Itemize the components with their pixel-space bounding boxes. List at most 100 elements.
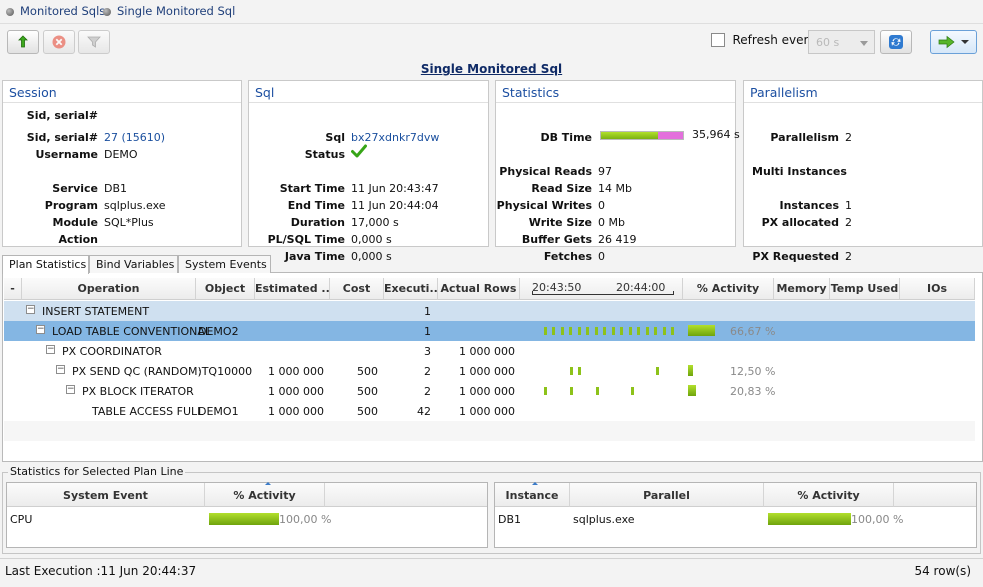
tab-plan-statistics[interactable]: Plan Statistics <box>2 255 89 274</box>
column-header-system-event[interactable]: System Event <box>7 483 205 507</box>
timeline-start-label: 20:43:50 <box>532 281 582 294</box>
refresh-every-control[interactable]: Refresh every <box>711 33 816 47</box>
cancel-button[interactable] <box>43 30 75 54</box>
instance-cell: DB1 <box>498 513 522 526</box>
read-size-value: 14 Mb <box>598 182 632 195</box>
parallel-cell: sqlplus.exe <box>573 513 635 526</box>
statistics-panel-title: Statistics <box>496 81 735 103</box>
table-row[interactable]: − PX BLOCK ITERATOR 1 000 000 500 2 1 00… <box>4 381 975 401</box>
cancel-icon <box>52 35 66 49</box>
collapse-all-header[interactable]: - <box>4 278 22 300</box>
activity-bar <box>688 365 693 376</box>
collapse-toggle-icon[interactable]: − <box>26 304 35 314</box>
column-header-actual-rows[interactable]: Actual Rows <box>438 278 520 300</box>
module-value: SQL*Plus <box>104 216 154 229</box>
table-row[interactable]: TABLE ACCESS FULL DEMO1 1 000 000 500 42… <box>4 401 975 421</box>
collapse-toggle-icon[interactable]: − <box>36 324 45 334</box>
username-label: Username <box>35 148 98 161</box>
collapse-toggle-icon[interactable]: − <box>56 364 65 374</box>
table-row[interactable]: − PX COORDINATOR 3 1 000 000 <box>4 341 975 361</box>
collapse-toggle-icon[interactable]: − <box>66 384 75 394</box>
parallelism-label: Parallelism <box>770 131 839 144</box>
timeline-tick <box>673 291 674 295</box>
operation-cell: PX COORDINATOR <box>62 345 162 358</box>
status-bar: Last Execution :11 Jun 20:44:37 54 row(s… <box>0 558 983 587</box>
column-header-memory[interactable]: Memory <box>774 278 830 300</box>
column-header-instance[interactable]: Instance <box>495 482 570 507</box>
instance-activity-bar <box>768 513 851 525</box>
read-size-label: Read Size <box>531 182 592 195</box>
actual-rows-cell: 1 000 000 <box>459 365 515 378</box>
status-done-icon <box>351 144 367 161</box>
refresh-label: Refresh every <box>732 33 816 47</box>
physical-writes-label: Physical Writes <box>496 199 592 212</box>
operation-cell: LOAD TABLE CONVENTIONAL <box>52 325 211 338</box>
sid-label: Sid, serial# <box>26 109 98 122</box>
module-label: Module <box>52 216 98 229</box>
table-row[interactable]: − INSERT STATEMENT 1 <box>4 301 975 321</box>
breadcrumb: Monitored Sqls Single Monitored Sql <box>0 0 983 24</box>
plsql-time-label: PL/SQL Time <box>267 233 345 246</box>
refresh-button[interactable] <box>880 30 912 54</box>
column-header-parallel[interactable]: Parallel <box>570 483 764 507</box>
filter-button[interactable] <box>78 30 110 54</box>
column-header-activity[interactable]: % Activity <box>683 278 774 300</box>
table-row[interactable]: − PX SEND QC (RANDOM) :TQ10000 1 000 000… <box>4 361 975 381</box>
sql-panel: Sql Sql bx27xdnkr7dvw Status Start Time … <box>248 80 489 263</box>
chevron-down-icon <box>961 40 969 44</box>
actual-rows-cell: 1 000 000 <box>459 405 515 418</box>
column-header-instance-activity[interactable]: % Activity <box>764 483 894 507</box>
physical-reads-label: Physical Reads <box>499 165 592 178</box>
estimated-cell: 1 000 000 <box>268 365 324 378</box>
end-time-value: 11 Jun 20:44:04 <box>351 199 439 212</box>
bullet-icon <box>6 8 14 16</box>
write-size-value: 0 Mb <box>598 216 625 229</box>
column-header-operation[interactable]: Operation <box>22 278 196 300</box>
instances-table: Instance Parallel % Activity DB1 sqlplus… <box>494 482 977 548</box>
chevron-down-icon <box>860 41 868 46</box>
last-execution-text: Last Execution :11 Jun 20:44:37 <box>5 564 197 578</box>
table-row[interactable]: − LOAD TABLE CONVENTIONAL DEMO2 1 66,67 … <box>4 321 975 341</box>
column-header-event-activity[interactable]: % Activity <box>205 482 325 507</box>
breadcrumb-item-monitored-sqls[interactable]: Monitored Sqls <box>6 4 105 18</box>
px-requested-label: PX Requested <box>752 250 839 263</box>
sid-value-link[interactable]: 27 (15610) <box>104 131 166 144</box>
executions-cell: 1 <box>424 305 431 318</box>
sort-indicator-icon <box>532 482 538 485</box>
fetches-label: Fetches <box>543 250 592 263</box>
export-menu-button[interactable] <box>930 30 977 54</box>
sql-id-link[interactable]: bx27xdnkr7dvw <box>351 131 440 144</box>
refresh-interval-select[interactable]: 60 s <box>808 30 875 54</box>
column-header-filler <box>894 483 976 507</box>
refresh-checkbox[interactable] <box>711 33 725 47</box>
column-header-cost[interactable]: Cost <box>330 278 384 300</box>
timeline-end-label: 20:44:00 <box>616 281 666 294</box>
instances-label: Instances <box>779 199 839 212</box>
plsql-time-value: 0,000 s <box>351 233 392 246</box>
buffer-gets-value: 26 419 <box>598 233 637 246</box>
column-header-estimated[interactable]: Estimated ... <box>255 278 330 300</box>
column-header-object[interactable]: Object <box>196 278 255 300</box>
column-header-executions[interactable]: Executi... <box>384 278 438 300</box>
session-panel: Session Sid, serial# Sid, serial# 27 (15… <box>2 80 242 247</box>
column-header-timeline[interactable]: 20:43:50 20:44:00 <box>520 278 683 300</box>
object-cell: DEMO2 <box>198 325 239 338</box>
activity-percent: 12,50 % <box>730 365 776 378</box>
column-header-ios[interactable]: IOs <box>900 278 975 300</box>
statistics-panel: Statistics DB Time 35,964 s Physical Rea… <box>495 80 740 263</box>
explain-plan-button[interactable] <box>7 30 39 54</box>
sort-indicator-icon <box>264 482 271 485</box>
buffer-gets-label: Buffer Gets <box>521 233 592 246</box>
column-header-temp-used[interactable]: Temp Used <box>830 278 900 300</box>
program-label: Program <box>44 199 98 212</box>
duration-label: Duration <box>290 216 345 229</box>
operation-cell: TABLE ACCESS FULL <box>92 405 204 418</box>
filter-icon <box>87 36 101 48</box>
page-title: Single Monitored Sql <box>420 62 563 76</box>
collapse-toggle-icon[interactable]: − <box>46 344 55 354</box>
duration-value: 17,000 s <box>351 216 399 229</box>
tab-system-events[interactable]: System Events <box>178 255 271 273</box>
cost-cell: 500 <box>357 405 378 418</box>
breadcrumb-item-single-monitored-sql[interactable]: Single Monitored Sql <box>103 4 235 18</box>
tab-bind-variables[interactable]: Bind Variables <box>89 255 178 273</box>
